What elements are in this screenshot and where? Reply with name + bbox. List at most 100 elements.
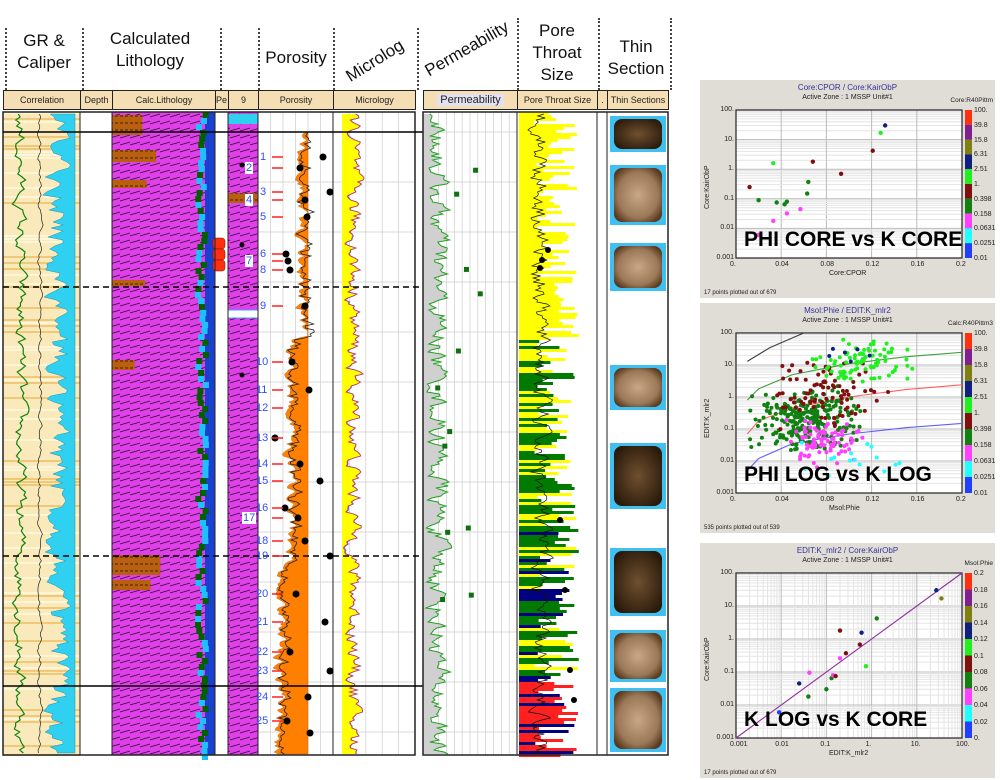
x-tick-label: 0.2 [956,261,966,268]
data-point [842,444,847,449]
title-porosity: Porosity [265,48,327,67]
data-point [838,171,844,176]
data-point [776,710,782,715]
header-nine[interactable]: 9 [228,90,259,110]
x-tick-label: 0. [730,496,736,503]
header-thin-sections[interactable]: Thin Sections [607,90,669,110]
crossplot-canvas[interactable] [700,543,995,778]
data-point [843,449,848,454]
data-point [773,411,778,416]
pore-throat-band [519,718,577,721]
data-point [765,401,770,406]
colorbar-tick-label: 39.8 [974,121,988,129]
data-point [844,422,849,427]
colorbar-segment [965,110,972,125]
data-point [816,433,821,438]
lithology-mineral [198,700,205,706]
data-point [821,369,826,374]
pore-throat-band [519,262,566,265]
crossplot-panel[interactable]: EDIT:K_mlr2 / Core:KairObP Active Zone : … [700,543,995,778]
data-point [869,444,874,449]
data-point [852,457,857,462]
header-micrology[interactable]: Micrology [333,90,416,110]
correlation-band [3,484,80,486]
depth-marker: 8 [260,264,267,276]
core-porosity-dot [284,257,292,265]
data-point [841,337,846,342]
crossplot-canvas[interactable] [700,80,995,298]
colorbar-tick-label: 0.14 [974,619,988,627]
x-axis-label: EDIT:K_mlr2 [829,750,869,757]
pore-throat-band [519,553,572,556]
lithology-mineral [197,226,204,232]
data-point [850,438,855,443]
data-point [849,411,854,416]
data-point [800,436,805,441]
lithology-mineral [201,748,208,754]
header-porosity[interactable]: Porosity [258,90,334,110]
data-point [771,160,776,166]
pore-throat-band [519,160,565,163]
data-point [784,211,790,216]
pore-throat-band [519,592,562,595]
data-point [883,359,888,364]
correlation-band [3,466,80,468]
pore-throat-band [519,736,541,739]
core-porosity-dot [301,196,309,204]
crossplot-panel[interactable]: Core:CPOR / Core:KairObP Active Zone : 1 … [700,80,995,298]
lithology-mineral [199,136,206,142]
crossplot-canvas[interactable] [700,303,995,533]
data-point [837,425,842,430]
data-point [811,437,816,442]
colorbar-segment [965,606,972,623]
data-point [805,360,810,365]
y-tick-label: 0.01 [720,224,734,232]
pore-throat-band [519,379,543,382]
pore-throat-band [519,385,538,388]
lithology-dolomite [112,360,135,370]
correlation-band [3,469,80,471]
data-point [830,436,835,441]
data-point [837,656,843,661]
lithology-mineral [196,250,203,256]
data-point [838,405,843,410]
data-point [803,435,808,440]
data-point [819,415,824,420]
data-point [832,421,837,426]
correlation-band [3,601,80,603]
lithology-mineral [197,670,204,676]
lithology-mineral [201,754,208,760]
crossplot-panel[interactable]: Msol:Phie / EDIT:K_mlr2 Active Zone : 1 M… [700,303,995,533]
x-tick-label: 0.1 [820,741,831,748]
lithology-mineral [199,424,206,430]
title-thin-2: Section [607,59,665,78]
data-point [803,396,808,401]
pore-throat-band [519,559,551,562]
header-pe[interactable]: Pe [215,90,229,110]
data-point [808,425,813,430]
lithology-mineral [197,244,204,250]
data-point [857,424,862,429]
correlation-band [3,235,80,237]
pore-throat-band [519,220,551,223]
lithology-mineral [200,478,207,484]
lithology-mineral [202,460,209,466]
data-point [863,355,868,360]
data-point [845,397,850,402]
depth-marker: 17 [242,512,257,524]
correlation-band [3,745,80,747]
header-pore-throat[interactable]: Pore Throat Size [517,90,598,110]
data-point [868,364,873,369]
data-point [819,438,824,443]
data-point [791,424,796,429]
header-permeability[interactable]: Permeability [423,90,518,110]
pore-throat-band [519,619,539,622]
pore-throat-band [519,532,559,535]
data-point [825,413,830,418]
data-point [811,461,816,466]
data-point [847,355,852,360]
data-point [878,130,883,135]
crossplot-subtitle: Active Zone : 1 MSSP Unit#1 [802,557,893,564]
pore-throat-band [519,217,538,220]
pore-throat-band [519,193,539,196]
